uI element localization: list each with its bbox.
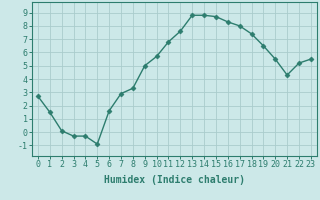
- X-axis label: Humidex (Indice chaleur): Humidex (Indice chaleur): [104, 175, 245, 185]
